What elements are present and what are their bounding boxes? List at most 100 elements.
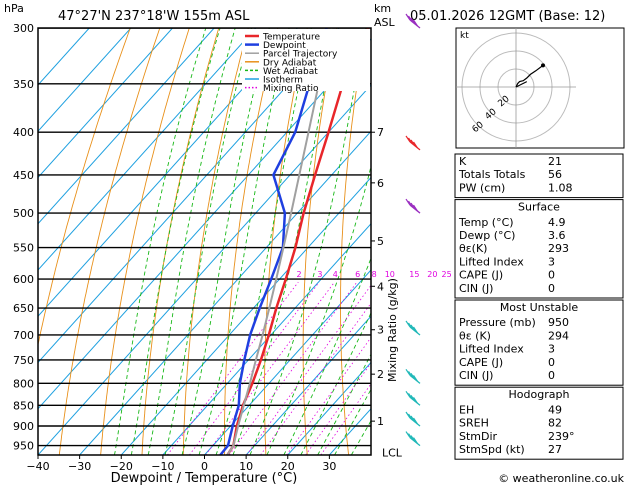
x-tick-label: −10 — [151, 460, 174, 473]
mixing-ratio-label: 2 — [297, 270, 302, 279]
surface-row-value: 3 — [548, 255, 555, 268]
dry-adiabat-line — [302, 28, 338, 455]
dry-adiabat-lines — [38, 28, 367, 455]
pressure-tick-label: 750 — [13, 354, 34, 367]
indices-row-label: PW (cm) — [459, 181, 505, 194]
hodograph-unit-label: kt — [460, 31, 469, 41]
location-title: 47°27'N 237°18'W 155m ASL — [58, 9, 250, 24]
mixing-ratio-label: 10 — [385, 270, 395, 279]
hodograph-row-value: 82 — [548, 417, 562, 430]
legend-label: Temperature — [262, 33, 320, 43]
pressure-tick-label: 800 — [13, 377, 34, 390]
most-unstable-row-label: θε (K) — [459, 329, 491, 342]
mixing-ratio-label: 8 — [372, 270, 377, 279]
wind-barb — [405, 135, 421, 151]
wet-adiabat-line — [283, 257, 371, 455]
hodograph-row-label: StmSpd (kt) — [459, 443, 525, 456]
most-unstable-row-value: 950 — [548, 316, 569, 329]
isotherm-line — [38, 28, 298, 317]
temperature-tick-labels: −40 −30 −20 −10 0 10 20 30 — [26, 455, 336, 473]
most-unstable-row-value: 294 — [548, 329, 569, 342]
pressure-tick-label: 850 — [13, 399, 34, 412]
km-tick-label: 5 — [377, 235, 384, 248]
indices-tables: K 21 Totals Totals 56 PW (cm) 1.08 Surface Temp… — [454, 153, 624, 460]
mixing-ratio-line — [205, 281, 335, 455]
wet-adiabat-line — [334, 388, 371, 455]
wet-adiabat-line — [317, 353, 371, 455]
wind-barbs — [405, 13, 421, 447]
pressure-tick-label: 650 — [13, 302, 34, 315]
surface-row-label: CAPE (J) — [459, 269, 503, 282]
storm-motion-arrow — [515, 81, 528, 88]
mixing-ratio-label: 25 — [442, 270, 452, 279]
x-tick-label: −20 — [110, 460, 133, 473]
surface-row-label: θε(K) — [459, 242, 487, 255]
lcl-label: LCL — [382, 446, 403, 459]
pressure-tick-label: 300 — [13, 22, 34, 35]
mixing-ratio-label: 15 — [409, 270, 419, 279]
pressure-unit-label: hPa — [4, 2, 24, 15]
km-tick-label: 6 — [377, 177, 384, 190]
hodograph-row-label: EH — [459, 403, 474, 416]
mixing-ratio-axis-title: Mixing Ratio (g/kg) — [386, 278, 399, 382]
pressure-tick-label: 500 — [13, 207, 34, 220]
wet-adiabat-line — [164, 28, 252, 455]
mixing-ratio-line — [286, 336, 371, 455]
mixing-ratio-line — [260, 302, 371, 455]
wind-barb — [405, 368, 421, 384]
most-unstable-row-label: CAPE (J) — [459, 356, 503, 369]
hodograph-row-box — [454, 386, 624, 460]
dry-adiabat-line — [264, 28, 308, 455]
surface-row-value: 293 — [548, 242, 569, 255]
pressure-tick-label: 700 — [13, 329, 34, 342]
hodograph-row-value: 49 — [548, 403, 562, 416]
pressure-tick-label: 350 — [13, 78, 34, 91]
most-unstable-row-value: 3 — [548, 343, 555, 356]
mixing-ratio-line — [228, 281, 358, 455]
isotherm-line — [38, 28, 215, 225]
mixing-ratio-label: 4 — [333, 270, 338, 279]
wind-barb — [405, 320, 421, 336]
mixing-ratio-line — [246, 284, 371, 455]
isotherm-line — [38, 28, 132, 132]
wind-barb — [405, 198, 421, 214]
copyright-text: © weatheronline.co.uk — [498, 472, 624, 485]
dry-adiabat-line — [224, 28, 279, 455]
pressure-tick-label: 450 — [13, 169, 34, 182]
hodograph-row-label: StmDir — [459, 430, 498, 443]
hodograph-row-title: Hodograph — [509, 388, 570, 401]
mixing-ratio-line — [167, 281, 299, 455]
legend-label: Wet Adiabat — [263, 67, 318, 77]
isotherm-line — [38, 28, 340, 364]
km-tick-label: 1 — [377, 415, 384, 428]
most-unstable-row-value: 0 — [548, 369, 555, 382]
dewpoint-line — [219, 28, 328, 455]
legend-label: Parcel Trajectory — [263, 50, 338, 60]
surface-row-label: Temp (°C) — [458, 216, 514, 229]
wet-adiabat-line — [130, 28, 221, 455]
most-unstable-row-label: Pressure (mb) — [459, 316, 536, 329]
surface-row-value: 0 — [548, 269, 555, 282]
dry-adiabat-line — [141, 28, 220, 455]
mixing-ratio-label: 3 — [317, 270, 322, 279]
pressure-tick-label: 950 — [13, 440, 34, 453]
mixing-ratio-label: 20 — [427, 270, 437, 279]
hodograph-end-marker — [541, 63, 545, 68]
legend-label: Mixing Ratio — [263, 84, 319, 94]
x-tick-label: −40 — [26, 460, 49, 473]
indices-row-box — [454, 153, 624, 199]
legend-label: Dry Adiabat — [263, 58, 317, 68]
dry-adiabat-line — [58, 28, 161, 455]
pressure-tick-labels: 300 350 400 450 500 550 600 650 700 750 800 850 900 9… — [13, 22, 34, 453]
x-tick-label: 30 — [322, 460, 336, 473]
most-unstable-row-title: Most Unstable — [500, 301, 579, 314]
altitude-km-scale: 7 6 5 4 3 2 1 LCL — [371, 126, 403, 459]
indices-row-value: 56 — [548, 168, 562, 181]
most-unstable-row-value: 0 — [548, 356, 555, 369]
mixing-ratio-line — [189, 281, 320, 455]
mixing-ratio-lines — [167, 281, 371, 455]
isotherm-line — [38, 28, 173, 179]
indices-row-value: 21 — [548, 155, 562, 168]
km-unit-label: km — [374, 2, 391, 15]
